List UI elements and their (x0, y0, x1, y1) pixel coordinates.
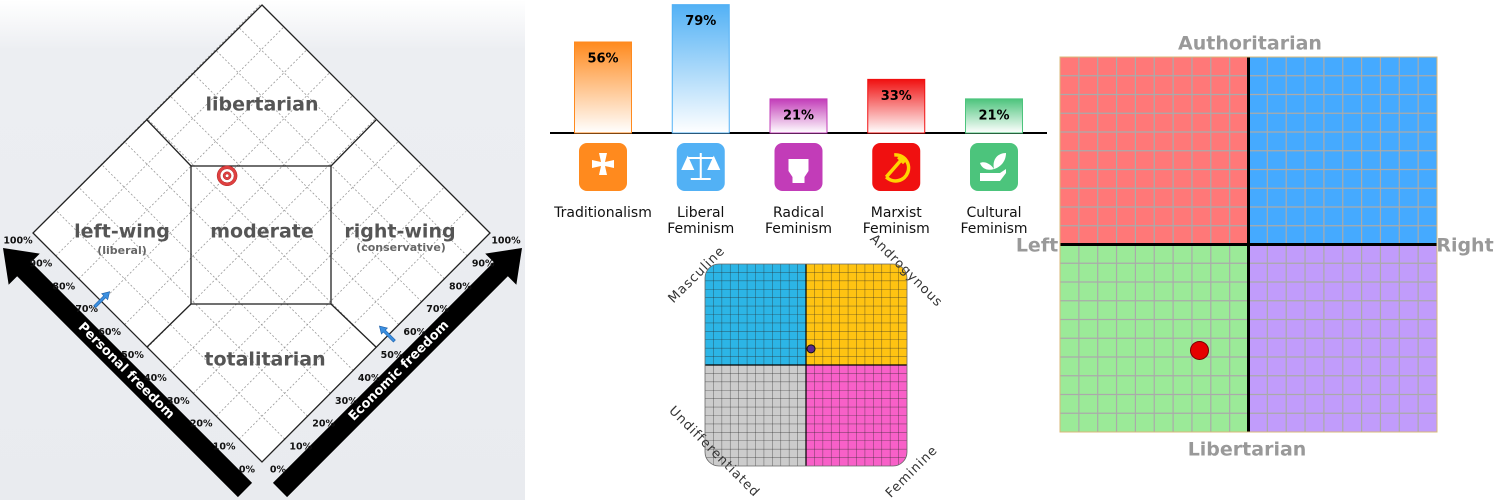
region-note: (liberal) (97, 244, 147, 257)
region-divider (330, 303, 377, 348)
category-icon (970, 143, 1018, 191)
x-pointer (93, 291, 111, 309)
data-point (806, 344, 816, 354)
grid-line (101, 72, 330, 302)
y-tick-label: 20% (312, 419, 335, 430)
y-tick-label: 40% (358, 373, 381, 384)
region-label: totalitarian (204, 349, 325, 371)
region-divider (146, 303, 192, 348)
data-point (1189, 340, 1209, 360)
grid-line (123, 141, 354, 371)
y-pointer (378, 325, 396, 343)
bar (769, 98, 828, 134)
x-tick-label: 30% (167, 396, 190, 407)
x-tick-label: 20% (190, 419, 213, 430)
x-tick-label: 50% (121, 350, 144, 361)
grid-line (78, 186, 308, 417)
category-label: Liberal Feminism (667, 205, 734, 237)
value-label: 33% (881, 89, 912, 104)
grid-line (146, 118, 377, 348)
y-tick-label: 70% (426, 304, 449, 315)
x-tick-label: 100% (3, 236, 33, 247)
x-tick-label: 0% (239, 465, 256, 476)
value-label: 21% (783, 108, 814, 123)
grid-line (215, 49, 445, 280)
icon-glyph (980, 153, 1006, 181)
value-label: 21% (978, 108, 1009, 123)
grid-line (169, 95, 400, 325)
category-icon (774, 143, 823, 191)
category-label: Radical Feminism (765, 205, 832, 237)
icon-glyph (592, 153, 614, 175)
region-label: moderate (210, 221, 314, 243)
region-label: right-wing (344, 221, 455, 243)
y-tick-label: 80% (449, 281, 472, 292)
grid-line (192, 72, 422, 302)
y-tick-label: 90% (472, 258, 495, 269)
category-label: Cultural Feminism (960, 205, 1027, 237)
y-tick-label: 10% (289, 442, 312, 453)
quadrant-chart (1060, 57, 1437, 432)
bar (867, 78, 926, 134)
y-tick-label: 50% (381, 350, 404, 361)
grid-line (124, 95, 353, 325)
bar (574, 41, 632, 134)
icon-glyph (788, 159, 809, 183)
grid-line (55, 26, 285, 257)
axis-label: Left (1016, 235, 1058, 257)
diamond-border (32, 4, 491, 463)
category-label: Traditionalism (553, 205, 652, 221)
grid-line (237, 26, 468, 257)
axis-label: Authoritarian (1178, 33, 1322, 55)
x-tick-label: 80% (52, 281, 75, 292)
region-divider (146, 119, 192, 167)
value-label: 56% (587, 52, 618, 67)
x-tick-label: 60% (98, 327, 121, 338)
center-square (190, 165, 332, 305)
category-icon (676, 143, 725, 191)
value-label: 79% (685, 14, 716, 29)
position-marker (216, 165, 238, 186)
axis-label: Libertarian (1188, 439, 1307, 461)
region-label: left-wing (74, 221, 170, 243)
category-label: Marxist Feminism (863, 205, 930, 237)
grid-line (78, 49, 308, 280)
chart-border (1059, 56, 1438, 433)
y-axis-arrow (272, 248, 522, 498)
marker-ring (225, 173, 230, 178)
x-tick-label: 70% (75, 304, 98, 315)
icon-glyph (884, 153, 911, 183)
y-tick-label: 30% (335, 396, 358, 407)
y-tick-label: 60% (403, 327, 426, 338)
grid-line (101, 164, 331, 394)
x-axis-arrow (3, 248, 253, 498)
y-tick-label: 100% (491, 236, 521, 247)
category-icon (872, 143, 921, 191)
region-label: libertarian (205, 94, 318, 116)
quadrant-chart (705, 264, 907, 466)
x-tick-label: 40% (144, 373, 167, 384)
axis-label: Right (1436, 235, 1493, 257)
bar (671, 4, 730, 134)
x-tick-label: 90% (30, 258, 53, 269)
region-note: (conservative) (356, 241, 446, 254)
bar (965, 98, 1023, 134)
category-icon (579, 143, 627, 191)
y-tick-label: 0% (270, 465, 287, 476)
chart-border (704, 263, 908, 467)
x-tick-label: 10% (213, 442, 236, 453)
region-divider (330, 119, 377, 167)
icon-glyph (681, 153, 721, 180)
